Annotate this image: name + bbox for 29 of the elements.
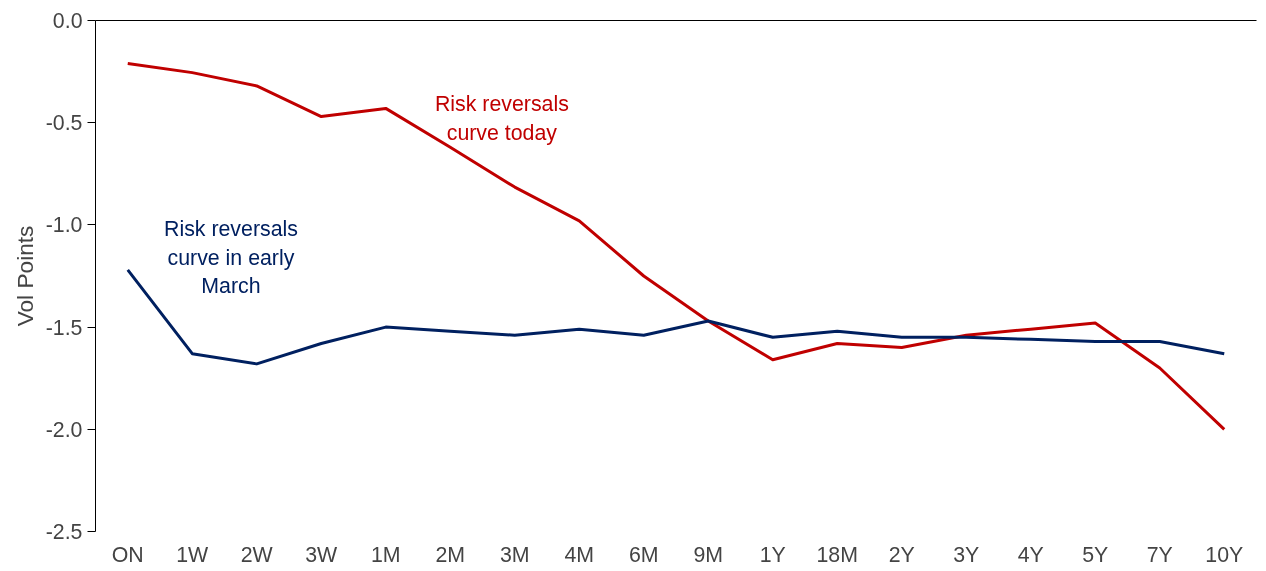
y-tick-label: 0.0 (52, 9, 83, 33)
x-tick-label: 1M (370, 542, 401, 567)
x-tick-label: 1W (176, 542, 210, 567)
line-series (126, 61, 1226, 431)
y-tick-label: -2.5 (45, 520, 83, 544)
x-tick-label: 3M (499, 542, 530, 567)
x-tick-label: 5Y (1082, 542, 1109, 567)
x-tick-label: 1Y (759, 542, 786, 567)
y-tick-label: -2.0 (45, 417, 83, 442)
y-tick-label: -1.5 (45, 315, 83, 340)
x-tick-label: 9M (693, 542, 724, 567)
series-label: Risk reversals curve in early March (163, 216, 298, 299)
x-tick-label: 10Y (1205, 542, 1244, 567)
x-tick-label: 6M (628, 542, 659, 567)
x-tick-label: 3W (305, 542, 339, 567)
y-tick-label: -0.5 (45, 111, 83, 136)
x-tick-label: 4M (564, 542, 595, 567)
x-tick-label: 4Y (1017, 542, 1044, 567)
y-axis-title: Vol Points (11, 225, 38, 327)
x-tick-label: 2M (435, 542, 466, 567)
x-tick-label: ON (111, 542, 144, 567)
x-tick-label: 18M (816, 542, 859, 567)
x-tick-label: 2Y (888, 542, 915, 567)
x-tick-label: 2W (240, 542, 274, 567)
x-tick-label: 7Y (1146, 542, 1173, 567)
line-series (126, 268, 1226, 366)
y-tick-label: -1.0 (45, 213, 83, 238)
series-label: Risk reversals curve today (434, 92, 569, 146)
x-tick-label: 3Y (953, 542, 980, 567)
